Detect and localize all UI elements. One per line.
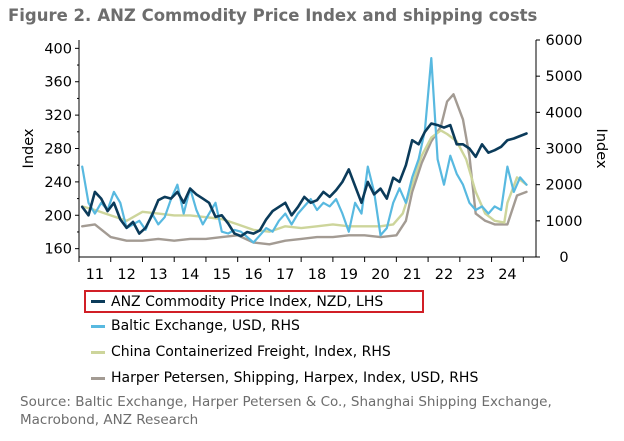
x-tick-label-1: 12 — [117, 267, 135, 283]
chart: 1602002402803203604000100020003000400050… — [21, 33, 609, 283]
chart-axes — [75, 39, 540, 262]
series-line-3 — [80, 93, 528, 246]
series-line-0 — [80, 122, 528, 238]
x-tick-label-4: 15 — [213, 267, 231, 283]
x-tick-label-7: 18 — [308, 267, 326, 283]
y-tick-label-5: 360 — [44, 75, 72, 91]
series-line-2 — [80, 129, 528, 233]
legend-swatch-harper — [91, 376, 105, 380]
legend-label-baltic: Baltic Exchange, USD, RHS — [111, 318, 300, 334]
x-tick-label-6: 17 — [276, 267, 294, 283]
chart-labels: 1602002402803203604000100020003000400050… — [21, 33, 609, 283]
figure-label: Figure 2. — [8, 6, 92, 25]
y-tick-label-6: 400 — [44, 41, 72, 57]
legend-item-china: China Containerized Freight, Index, RHS — [84, 339, 478, 365]
legend-swatch-anz — [91, 300, 105, 303]
x-tick-label-2: 13 — [149, 267, 167, 283]
y-tick-label-1: 200 — [44, 208, 72, 224]
y2-tick-label-6: 6000 — [546, 33, 583, 49]
x-tick-label-9: 20 — [371, 267, 389, 283]
y2-tick-label-4: 4000 — [546, 105, 583, 121]
y2-axis-title: Index — [593, 129, 609, 169]
figure-title-text: ANZ Commodity Price Index and shipping c… — [97, 6, 538, 25]
x-tick-label-5: 16 — [244, 267, 262, 283]
y-tick-label-0: 160 — [44, 242, 72, 258]
x-tick-label-10: 21 — [403, 267, 421, 283]
x-tick-label-11: 22 — [435, 267, 453, 283]
legend-item-harper: Harper Petersen, Shipping, Harpex, Index… — [84, 365, 478, 391]
x-tick-label-13: 24 — [498, 267, 516, 283]
legend-swatch-baltic — [91, 324, 105, 328]
legend-label-harper: Harper Petersen, Shipping, Harpex, Index… — [111, 370, 479, 386]
figure-title: Figure 2. ANZ Commodity Price Index and s… — [8, 6, 537, 25]
x-tick-label-0: 11 — [86, 267, 104, 283]
x-tick-label-3: 14 — [181, 267, 199, 283]
y2-tick-label-0: 0 — [559, 250, 568, 266]
y2-tick-label-2: 2000 — [546, 178, 583, 194]
chart-series — [80, 56, 528, 246]
series-line-1 — [81, 56, 528, 244]
legend-swatch-china — [91, 350, 105, 354]
y2-tick-label-1: 1000 — [546, 214, 583, 230]
y-tick-label-2: 240 — [44, 175, 72, 191]
source-note: Source: Baltic Exchange, Harper Petersen… — [20, 394, 552, 428]
y-tick-label-4: 320 — [44, 108, 72, 124]
x-tick-label-8: 19 — [340, 267, 358, 283]
legend-label-china: China Containerized Freight, Index, RHS — [111, 344, 391, 360]
y2-tick-label-5: 5000 — [546, 69, 583, 85]
y-tick-label-3: 280 — [44, 142, 72, 158]
y2-tick-label-3: 3000 — [546, 142, 583, 158]
x-tick-label-12: 23 — [466, 267, 484, 283]
legend-item-baltic: Baltic Exchange, USD, RHS — [84, 313, 478, 339]
legend: ANZ Commodity Price Index, NZD, LHS Balt… — [84, 290, 478, 391]
legend-item-anz: ANZ Commodity Price Index, NZD, LHS — [84, 290, 424, 313]
y-axis-title: Index — [21, 128, 37, 168]
legend-label-anz: ANZ Commodity Price Index, NZD, LHS — [111, 293, 384, 310]
